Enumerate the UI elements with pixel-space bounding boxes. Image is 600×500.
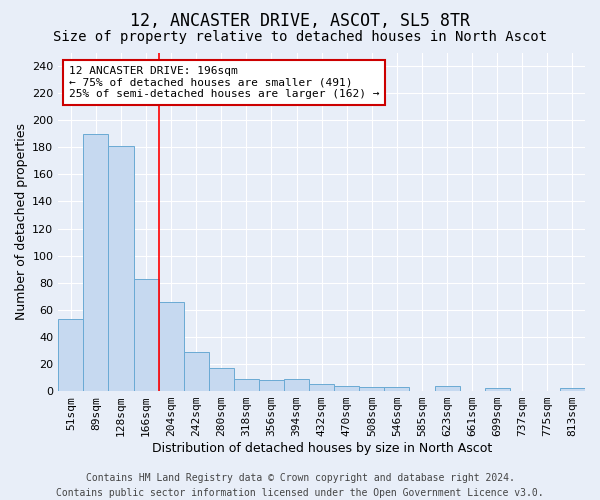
Bar [158, 302, 184, 391]
Y-axis label: Number of detached properties: Number of detached properties [15, 124, 28, 320]
Bar [184, 352, 209, 391]
Bar [309, 384, 334, 391]
Bar [134, 278, 158, 391]
Bar [259, 380, 284, 391]
Text: Contains HM Land Registry data © Crown copyright and database right 2024.
Contai: Contains HM Land Registry data © Crown c… [56, 472, 544, 498]
Bar [385, 387, 409, 391]
Bar [284, 379, 309, 391]
Text: 12 ANCASTER DRIVE: 196sqm
← 75% of detached houses are smaller (491)
25% of semi: 12 ANCASTER DRIVE: 196sqm ← 75% of detac… [69, 66, 379, 99]
Bar [109, 146, 134, 391]
Text: 12, ANCASTER DRIVE, ASCOT, SL5 8TR: 12, ANCASTER DRIVE, ASCOT, SL5 8TR [130, 12, 470, 30]
X-axis label: Distribution of detached houses by size in North Ascot: Distribution of detached houses by size … [152, 442, 492, 455]
Bar [209, 368, 234, 391]
Bar [485, 388, 510, 391]
Bar [560, 388, 585, 391]
Bar [58, 320, 83, 391]
Bar [83, 134, 109, 391]
Bar [434, 386, 460, 391]
Bar [334, 386, 359, 391]
Bar [359, 387, 385, 391]
Text: Size of property relative to detached houses in North Ascot: Size of property relative to detached ho… [53, 30, 547, 44]
Bar [234, 379, 259, 391]
